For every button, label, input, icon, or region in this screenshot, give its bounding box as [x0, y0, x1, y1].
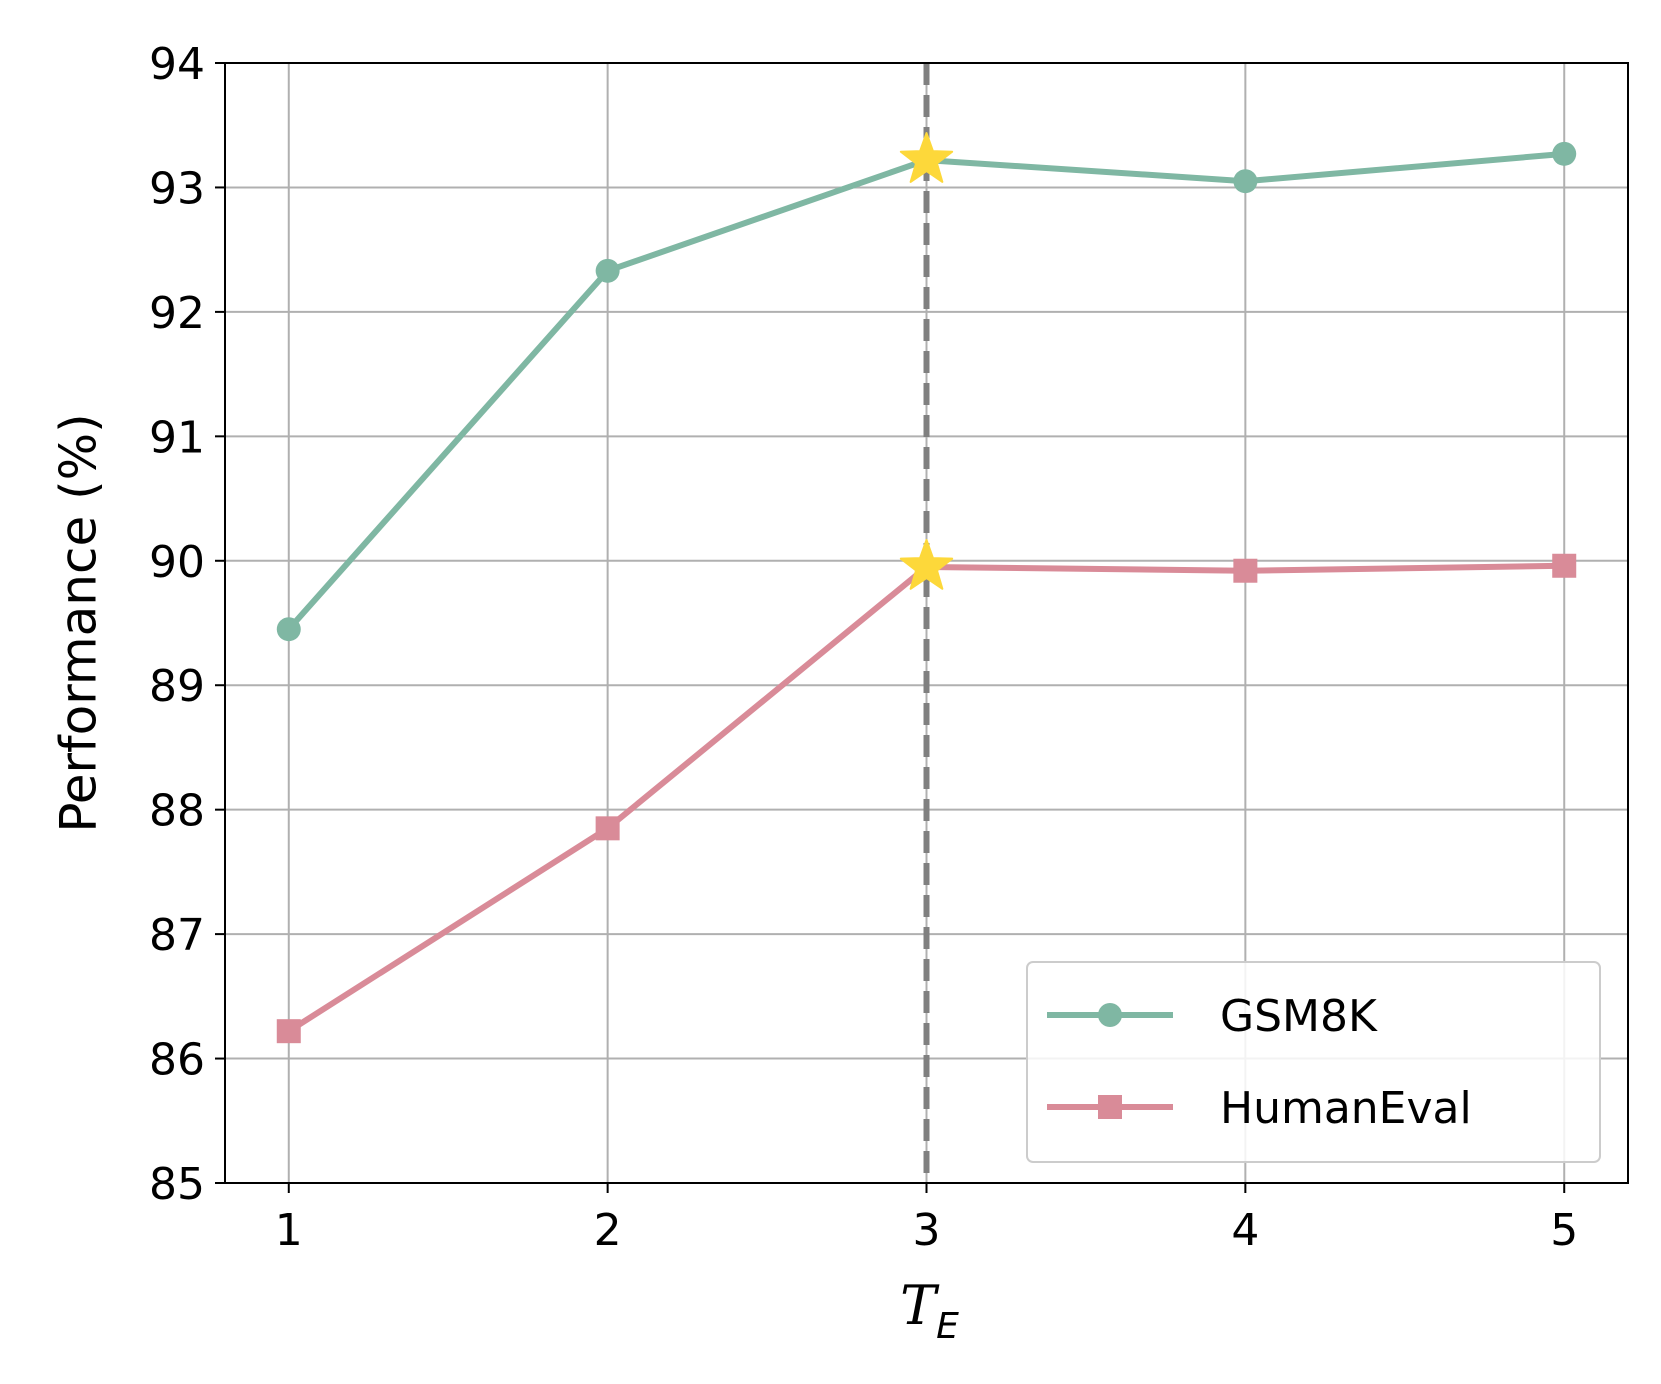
x-tick-label: 1: [275, 1205, 303, 1256]
data-point-gsm8k: [1552, 141, 1577, 166]
series-layer: [276, 132, 1577, 1044]
legend-marker-gsm8k: [1098, 1003, 1122, 1027]
highlight-star-gsm8k: [899, 132, 954, 183]
x-tick-label: 2: [594, 1205, 622, 1256]
data-point-humaneval: [1552, 553, 1577, 578]
y-tick-label: 90: [149, 537, 205, 588]
y-tick-label: 87: [149, 910, 205, 961]
y-tick-label: 88: [149, 786, 205, 837]
x-axis-label: TE: [900, 1274, 959, 1347]
y-tick-label: 85: [149, 1159, 205, 1210]
legend-label-humaneval: HumanEval: [1220, 1083, 1472, 1134]
y-axis-label: Performance (%): [50, 413, 108, 832]
x-tick-label: 5: [1550, 1205, 1578, 1256]
y-tick-label: 86: [149, 1035, 205, 1086]
x-axis-label-subscript: E: [936, 1306, 959, 1347]
legend-label-gsm8k: GSM8K: [1220, 991, 1378, 1042]
data-point-humaneval: [595, 816, 620, 841]
x-axis-label-main: T: [900, 1274, 940, 1337]
highlight-star-humaneval: [899, 539, 954, 590]
data-point-humaneval: [276, 1019, 301, 1044]
data-point-gsm8k: [595, 258, 620, 283]
legend-marker-humaneval: [1098, 1095, 1122, 1119]
y-tick-label: 93: [149, 163, 205, 214]
data-point-humaneval: [1233, 558, 1258, 583]
data-point-gsm8k: [1233, 169, 1258, 194]
x-tick-label: 3: [913, 1205, 941, 1256]
y-tick-label: 92: [149, 288, 205, 339]
axis-ticks: 85 86 87 88 89 90 91 92 93 94 1 2 3 4 5: [149, 39, 1578, 1256]
legend: GSM8K HumanEval: [1026, 961, 1601, 1163]
y-tick-label: 94: [149, 39, 205, 90]
x-tick-label: 4: [1231, 1205, 1259, 1256]
data-point-gsm8k: [276, 617, 301, 642]
y-tick-label: 91: [149, 412, 205, 463]
y-tick-label: 89: [149, 661, 205, 712]
